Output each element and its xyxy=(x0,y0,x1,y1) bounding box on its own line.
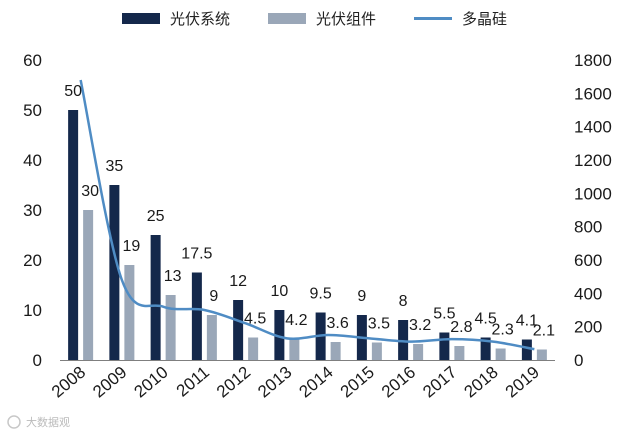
bars xyxy=(68,110,547,360)
bar-module-2019 xyxy=(536,349,547,360)
data-labels: 50303519251317.59124.5104.29.53.693.583.… xyxy=(64,83,555,340)
data-label-system-2009: 35 xyxy=(105,158,123,175)
bar-system-2011 xyxy=(191,272,202,360)
bar-system-2017 xyxy=(439,332,450,360)
legend-label-1: 光伏系统 xyxy=(170,10,230,28)
y-right-tick-label: 1800 xyxy=(574,51,612,70)
data-label-module-2008: 30 xyxy=(81,183,99,200)
legend-label-2: 光伏组件 xyxy=(316,10,376,28)
data-label-module-2010: 13 xyxy=(164,268,182,285)
y-left-tick-label: 30 xyxy=(23,201,42,220)
bar-module-2009 xyxy=(124,265,135,360)
data-label-module-2015: 3.5 xyxy=(368,316,390,333)
line-series xyxy=(79,79,535,351)
data-label-system-2013: 10 xyxy=(270,283,288,300)
x-tick-label-2019: 2019 xyxy=(502,363,543,402)
y-right-tick-label: 200 xyxy=(574,318,602,337)
data-label-module-2016: 3.2 xyxy=(409,317,431,334)
data-label-system-2019: 4.1 xyxy=(516,313,538,330)
data-label-module-2019: 2.1 xyxy=(533,323,555,340)
data-label-module-2013: 4.2 xyxy=(285,312,307,329)
x-tick-label-2017: 2017 xyxy=(419,363,460,402)
watermark-text: 大数据观 xyxy=(26,415,70,429)
data-label-system-2015: 9 xyxy=(357,288,366,305)
bar-module-2011 xyxy=(206,315,217,360)
bar-module-2014 xyxy=(330,342,341,360)
y-left-tick-label: 50 xyxy=(23,101,42,120)
data-label-system-2014: 9.5 xyxy=(310,286,332,303)
bar-system-2016 xyxy=(398,320,409,360)
data-label-system-2012: 12 xyxy=(229,273,247,290)
data-label-module-2018: 2.3 xyxy=(492,322,514,339)
y-left-tick-label: 20 xyxy=(23,251,42,270)
bar-module-2013 xyxy=(289,339,300,360)
data-label-module-2009: 19 xyxy=(122,238,140,255)
bar-system-2008 xyxy=(68,110,79,360)
y-right-tick-label: 400 xyxy=(574,284,602,303)
legend-swatch-2 xyxy=(268,13,306,24)
data-label-system-2017: 5.5 xyxy=(433,306,455,323)
data-label-module-2012: 4.5 xyxy=(244,311,266,328)
bar-system-2009 xyxy=(109,185,120,360)
bar-module-2017 xyxy=(454,346,465,360)
y-right-tick-label: 1400 xyxy=(574,118,612,137)
x-tick-label-2016: 2016 xyxy=(378,363,419,402)
watermark: 大数据观 xyxy=(7,415,70,429)
y-right-tick-label: 1000 xyxy=(574,184,612,203)
legend-label-3: 多晶硅 xyxy=(462,10,507,28)
x-tick-label-2013: 2013 xyxy=(254,363,295,402)
bar-system-2012 xyxy=(233,300,244,360)
y-left-tick-label: 0 xyxy=(33,351,42,370)
y-left-tick-label: 10 xyxy=(23,301,42,320)
x-tick-label-2010: 2010 xyxy=(131,363,172,402)
y-right-tick-label: 0 xyxy=(574,351,583,370)
x-tick-label-2018: 2018 xyxy=(461,363,502,402)
x-tick-label-2008: 2008 xyxy=(48,363,89,402)
data-label-module-2011: 9 xyxy=(209,288,218,305)
data-label-system-2016: 8 xyxy=(399,293,408,310)
legend: 光伏系统 光伏组件 多晶硅 xyxy=(122,10,507,28)
data-label-module-2014: 3.6 xyxy=(327,315,349,332)
bar-system-2010 xyxy=(150,235,161,360)
legend-swatch-1 xyxy=(122,13,160,24)
x-tick-label-2015: 2015 xyxy=(337,363,378,402)
data-label-system-2010: 25 xyxy=(147,208,165,225)
bar-module-2010 xyxy=(165,295,176,360)
x-tick-label-2011: 2011 xyxy=(173,363,213,401)
line-polysilicon xyxy=(79,79,535,351)
x-tick-label-2014: 2014 xyxy=(296,363,337,402)
data-label-system-2011: 17.5 xyxy=(181,246,212,263)
x-tick-label-2009: 2009 xyxy=(89,363,130,402)
bar-module-2018 xyxy=(495,348,506,360)
bar-module-2015 xyxy=(371,342,382,360)
y-right-tick-label: 1600 xyxy=(574,84,612,103)
bar-system-2013 xyxy=(274,310,285,360)
bar-module-2008 xyxy=(83,210,94,360)
data-label-system-2018: 4.5 xyxy=(475,311,497,328)
bar-module-2016 xyxy=(413,344,424,360)
y-left-tick-label: 40 xyxy=(23,151,42,170)
y-left-tick-label: 60 xyxy=(23,51,42,70)
y-right-tick-label: 1200 xyxy=(574,151,612,170)
x-tick-label-2012: 2012 xyxy=(213,363,254,402)
bar-system-2019 xyxy=(521,339,532,360)
data-label-system-2008: 50 xyxy=(64,83,82,100)
watermark-logo-icon xyxy=(7,415,21,429)
y-right-tick-label: 800 xyxy=(574,218,602,237)
bar-system-2018 xyxy=(480,337,491,360)
data-label-module-2017: 2.8 xyxy=(450,319,472,336)
y-right-tick-label: 600 xyxy=(574,251,602,270)
bar-module-2012 xyxy=(248,337,259,360)
